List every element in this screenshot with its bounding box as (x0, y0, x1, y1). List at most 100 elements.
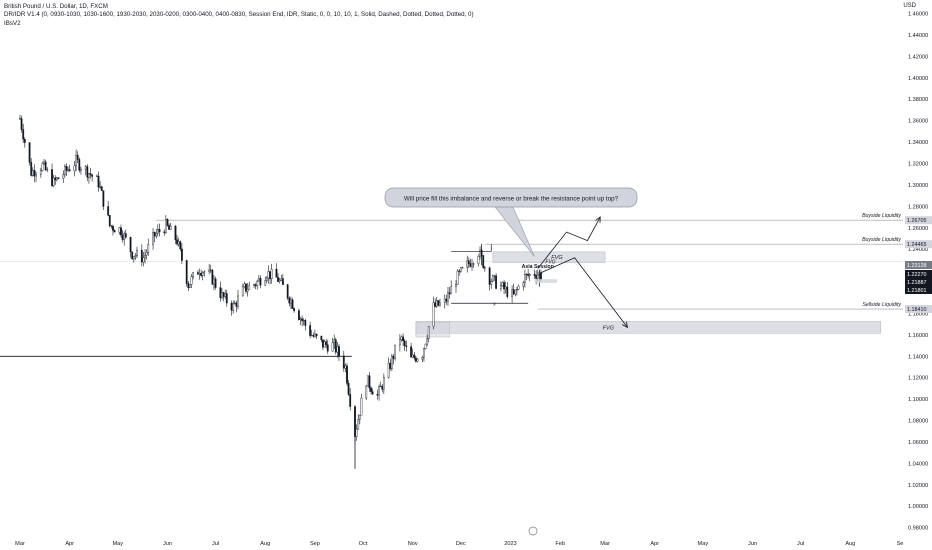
indicator-ibs[interactable]: IBsV2 (4, 19, 21, 27)
candle-body (147, 244, 150, 253)
candle-body (467, 260, 470, 264)
price-tag (905, 261, 932, 269)
candle-body (320, 335, 323, 341)
candle-body (211, 270, 214, 285)
candle-body (86, 166, 89, 178)
x-tick-label: Se (897, 541, 904, 547)
price-tag-label: 1.26705 (907, 218, 927, 224)
candle-body (516, 289, 518, 291)
x-tick-label: Mar (15, 541, 25, 547)
candle-body (120, 227, 122, 236)
candle-body (381, 385, 384, 390)
candle-body (491, 275, 494, 282)
candle-body (254, 284, 257, 287)
candle-body (490, 280, 493, 285)
candle-body (113, 230, 116, 233)
candle-body (301, 318, 304, 321)
candle-body (68, 169, 71, 172)
candle-body (326, 344, 329, 352)
candle-body (421, 357, 424, 360)
candle-body (155, 232, 158, 237)
candle-body (225, 293, 228, 304)
small-fvg-zone (534, 279, 557, 283)
candle-body (435, 300, 438, 307)
price-tag-label: 1.24465 (907, 242, 927, 248)
candle-body (293, 308, 295, 311)
candle-body (201, 272, 204, 276)
candle-body (75, 155, 78, 167)
projection-path (537, 216, 601, 269)
x-tick-label: Apr (650, 541, 659, 547)
candle-body (424, 343, 427, 349)
candle-body (528, 273, 531, 276)
candle-body (338, 346, 340, 357)
candle-body (246, 289, 249, 292)
candle-body (124, 233, 127, 238)
candle-body (73, 165, 76, 172)
candle-body (63, 166, 66, 175)
candle-body (33, 170, 36, 177)
price-tag-label: 1.23128 (907, 263, 927, 269)
candle-body (187, 283, 190, 288)
candle-body (355, 428, 358, 437)
candle-body (168, 225, 170, 230)
candle-body (248, 284, 251, 290)
candle-body (286, 284, 289, 299)
candle-body (232, 303, 235, 311)
liquidity-label: Sellside Liquidity (862, 302, 901, 308)
candle-body (190, 276, 193, 285)
candle-body (31, 170, 34, 176)
symbol-title[interactable]: British Pound / U.S. Dollar, 1D, FXCM (4, 3, 108, 10)
candle-body (88, 173, 90, 178)
candle-body (323, 341, 326, 348)
candle-body (237, 295, 239, 307)
candle-body (107, 206, 110, 216)
chart-legend: British Pound / U.S. Dollar, 1D, FXCM DR… (4, 3, 474, 28)
candle-body (423, 348, 425, 358)
candle-body (65, 166, 68, 171)
currency-label[interactable]: USD (903, 3, 916, 9)
candle-body (402, 336, 404, 342)
candle-body (413, 354, 416, 359)
candle-body (331, 342, 334, 352)
candle-body (23, 139, 26, 143)
asia-session-label: Asia Session (522, 264, 554, 270)
candle-body (360, 397, 363, 416)
candle-body (495, 275, 497, 289)
candle-body (174, 225, 177, 241)
fvg-label: FVG (545, 259, 555, 265)
candle-body (224, 293, 227, 297)
indicator-dr-idr[interactable]: DR/IDR V1.4 (0, 0930-1030, 1030-1600, 19… (4, 11, 474, 19)
candle-body (99, 186, 102, 188)
candle-body (152, 231, 154, 245)
x-tick-label: Sep (310, 541, 320, 547)
candle-body (358, 414, 361, 420)
x-tick-label: May (698, 541, 709, 547)
candle-body (445, 298, 448, 302)
candle-body (131, 251, 134, 260)
candle-body (450, 286, 453, 295)
fvg-zone (415, 321, 882, 334)
projection-arrowhead (595, 216, 601, 224)
candle-body (222, 292, 225, 297)
candle-body (123, 233, 126, 240)
y-tick-label: 1.26000 (908, 226, 928, 232)
candle-body (390, 355, 393, 369)
y-tick-label: 1.46000 (908, 12, 928, 18)
price-tag (905, 286, 932, 294)
candle-body (140, 249, 143, 263)
y-tick-label: 1.24000 (908, 247, 928, 253)
candle-body (180, 248, 183, 261)
price-tag (905, 216, 932, 225)
price-tag-label: 1.22270 (907, 272, 927, 278)
candle-body (245, 283, 247, 292)
candle-body (437, 300, 440, 306)
candle-body (243, 283, 246, 287)
candle-body (540, 272, 542, 280)
candle-body (259, 278, 262, 286)
candle-body (233, 302, 236, 305)
candle-body (333, 339, 336, 344)
candle-body (269, 271, 271, 280)
candle-body (264, 280, 267, 286)
